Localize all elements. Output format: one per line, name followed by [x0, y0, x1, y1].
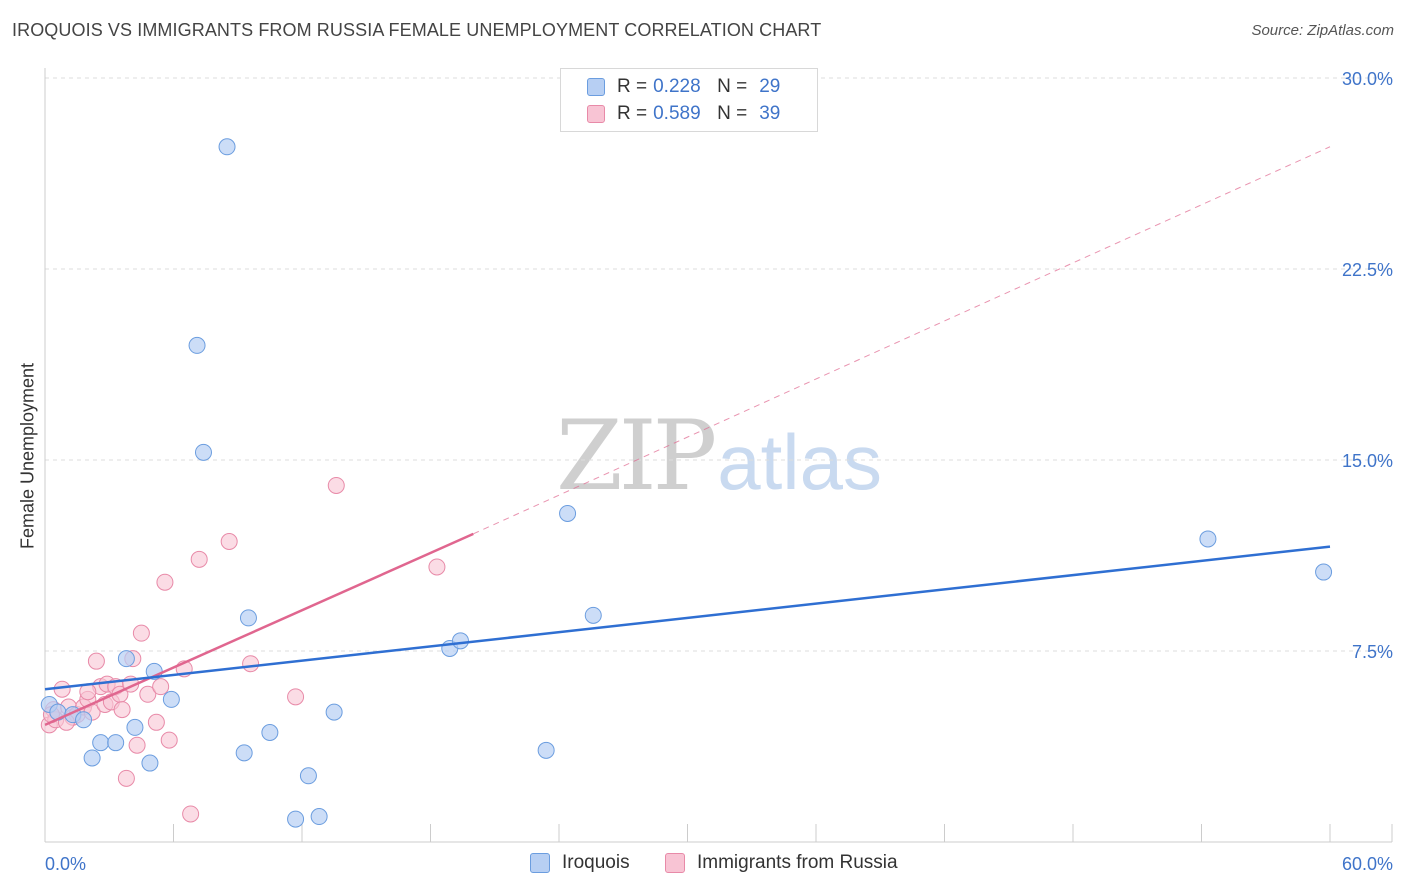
- legend-label-russia: Immigrants from Russia: [697, 852, 898, 873]
- stats-legend: R = 0.228 N = 29 R = 0.589 N = 39: [560, 68, 818, 132]
- data-point-russia: [152, 678, 170, 696]
- data-point-iroquois: [310, 808, 328, 826]
- legend-swatch-russia: [587, 105, 605, 123]
- y-tick-label: 30.0%: [1342, 69, 1393, 89]
- data-point-iroquois: [162, 690, 180, 708]
- data-point-russia: [190, 550, 208, 568]
- source-label: Source: ZipAtlas.com: [1251, 22, 1394, 39]
- data-point-iroquois: [584, 606, 602, 624]
- data-point-iroquois: [188, 336, 206, 354]
- data-point-iroquois: [107, 734, 125, 752]
- legend-item-iroquois[interactable]: Iroquois: [530, 852, 630, 874]
- legend-n-value: 29: [759, 76, 781, 97]
- data-point-iroquois: [239, 609, 257, 627]
- data-point-russia: [147, 713, 165, 731]
- y-tick-label: 22.5%: [1342, 260, 1393, 280]
- data-point-russia: [139, 685, 157, 703]
- data-point-russia: [87, 652, 105, 670]
- data-point-russia: [132, 624, 150, 642]
- data-point-iroquois: [261, 723, 279, 741]
- legend-swatch-iroquois: [530, 853, 550, 873]
- trendline-iroquois: [44, 545, 1331, 691]
- legend-r-value: 0.589: [653, 103, 701, 124]
- data-point-iroquois: [299, 767, 317, 785]
- legend-r-value: 0.228: [653, 76, 701, 97]
- data-point-iroquois: [235, 744, 253, 762]
- data-point-iroquois: [559, 504, 577, 522]
- data-point-iroquois: [141, 754, 159, 772]
- legend-label-iroquois: Iroquois: [562, 852, 630, 873]
- data-point-russia: [327, 476, 345, 494]
- data-point-russia: [242, 655, 260, 673]
- data-point-russia: [128, 736, 146, 754]
- data-point-russia: [53, 680, 71, 698]
- data-point-iroquois: [218, 138, 236, 156]
- data-point-iroquois: [75, 711, 93, 729]
- data-point-russia: [428, 558, 446, 576]
- watermark: ZIPatlas: [556, 400, 882, 512]
- legend-item-russia[interactable]: Immigrants from Russia: [665, 852, 898, 874]
- legend-swatch-russia: [665, 853, 685, 873]
- legend-row-iroquois: R = 0.228 N = 29: [587, 75, 780, 99]
- data-point-iroquois: [83, 749, 101, 767]
- data-point-iroquois: [117, 650, 135, 668]
- data-point-russia: [113, 701, 131, 719]
- data-point-iroquois: [1199, 530, 1217, 548]
- legend-n-label: N =: [717, 76, 748, 97]
- trendline-russia-extended: [473, 146, 1331, 535]
- data-point-iroquois: [325, 703, 343, 721]
- data-point-iroquois: [194, 443, 212, 461]
- legend-row-russia: R = 0.589 N = 39: [587, 102, 780, 126]
- data-point-iroquois: [537, 741, 555, 759]
- data-point-iroquois: [1315, 563, 1333, 581]
- series-legend: Iroquois Immigrants from Russia: [0, 852, 1406, 878]
- watermark-atlas: atlas: [717, 418, 882, 506]
- data-point-iroquois: [92, 734, 110, 752]
- data-point-russia: [220, 532, 238, 550]
- data-point-iroquois: [287, 810, 305, 828]
- trendline-russia: [44, 532, 474, 726]
- data-point-russia: [117, 769, 135, 787]
- y-tick-label: 7.5%: [1352, 642, 1393, 662]
- legend-r-label: R =: [617, 103, 648, 124]
- data-point-russia: [287, 688, 305, 706]
- data-point-russia: [156, 573, 174, 591]
- x-tick-label: 0.0%: [45, 854, 86, 874]
- y-axis-label: Female Unemployment: [17, 362, 38, 550]
- data-point-iroquois: [451, 632, 469, 650]
- data-point-russia: [182, 805, 200, 823]
- chart-title: IROQUOIS VS IMMIGRANTS FROM RUSSIA FEMAL…: [12, 20, 822, 40]
- legend-n-value: 39: [759, 103, 781, 124]
- data-point-iroquois: [126, 718, 144, 736]
- legend-swatch-iroquois: [587, 78, 605, 96]
- legend-n-label: N =: [717, 103, 748, 124]
- data-point-russia: [160, 731, 178, 749]
- legend-r-label: R =: [617, 76, 648, 97]
- x-tick-label: 60.0%: [1342, 854, 1393, 874]
- watermark-zip: ZIP: [556, 400, 717, 512]
- y-tick-label: 15.0%: [1342, 451, 1393, 471]
